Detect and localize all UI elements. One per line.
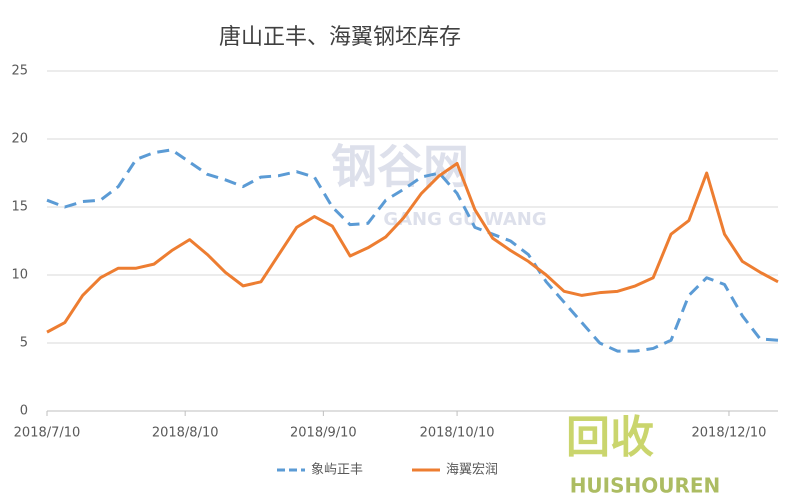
x-tick-label: 2018/7/10	[14, 426, 81, 441]
series-line	[46, 148, 779, 353]
legend-label: 海翼宏润	[446, 463, 498, 478]
x-tick-label: 2018/12/10	[692, 426, 767, 441]
y-tick-label: 15	[11, 200, 28, 215]
x-tick-label: 2018/8/10	[152, 426, 219, 441]
legend-label: 象屿正丰	[311, 463, 363, 478]
watermark: HUISHOUREN	[570, 474, 721, 498]
watermark: GANG GU WANG	[383, 209, 546, 230]
watermark: 回收	[566, 412, 654, 463]
x-tick-label: 2018/10/10	[420, 426, 495, 441]
y-tick-label: 0	[20, 404, 28, 419]
y-tick-label: 25	[11, 64, 28, 79]
x-tick-label: 2018/9/10	[290, 426, 357, 441]
y-tick-label: 10	[11, 268, 28, 283]
watermark: 钢谷网	[331, 140, 469, 194]
chart-title: 唐山正丰、海翼钢坯库存	[219, 25, 461, 50]
y-tick-label: 5	[20, 336, 28, 351]
y-tick-label: 20	[11, 132, 28, 147]
series-line	[46, 161, 779, 334]
